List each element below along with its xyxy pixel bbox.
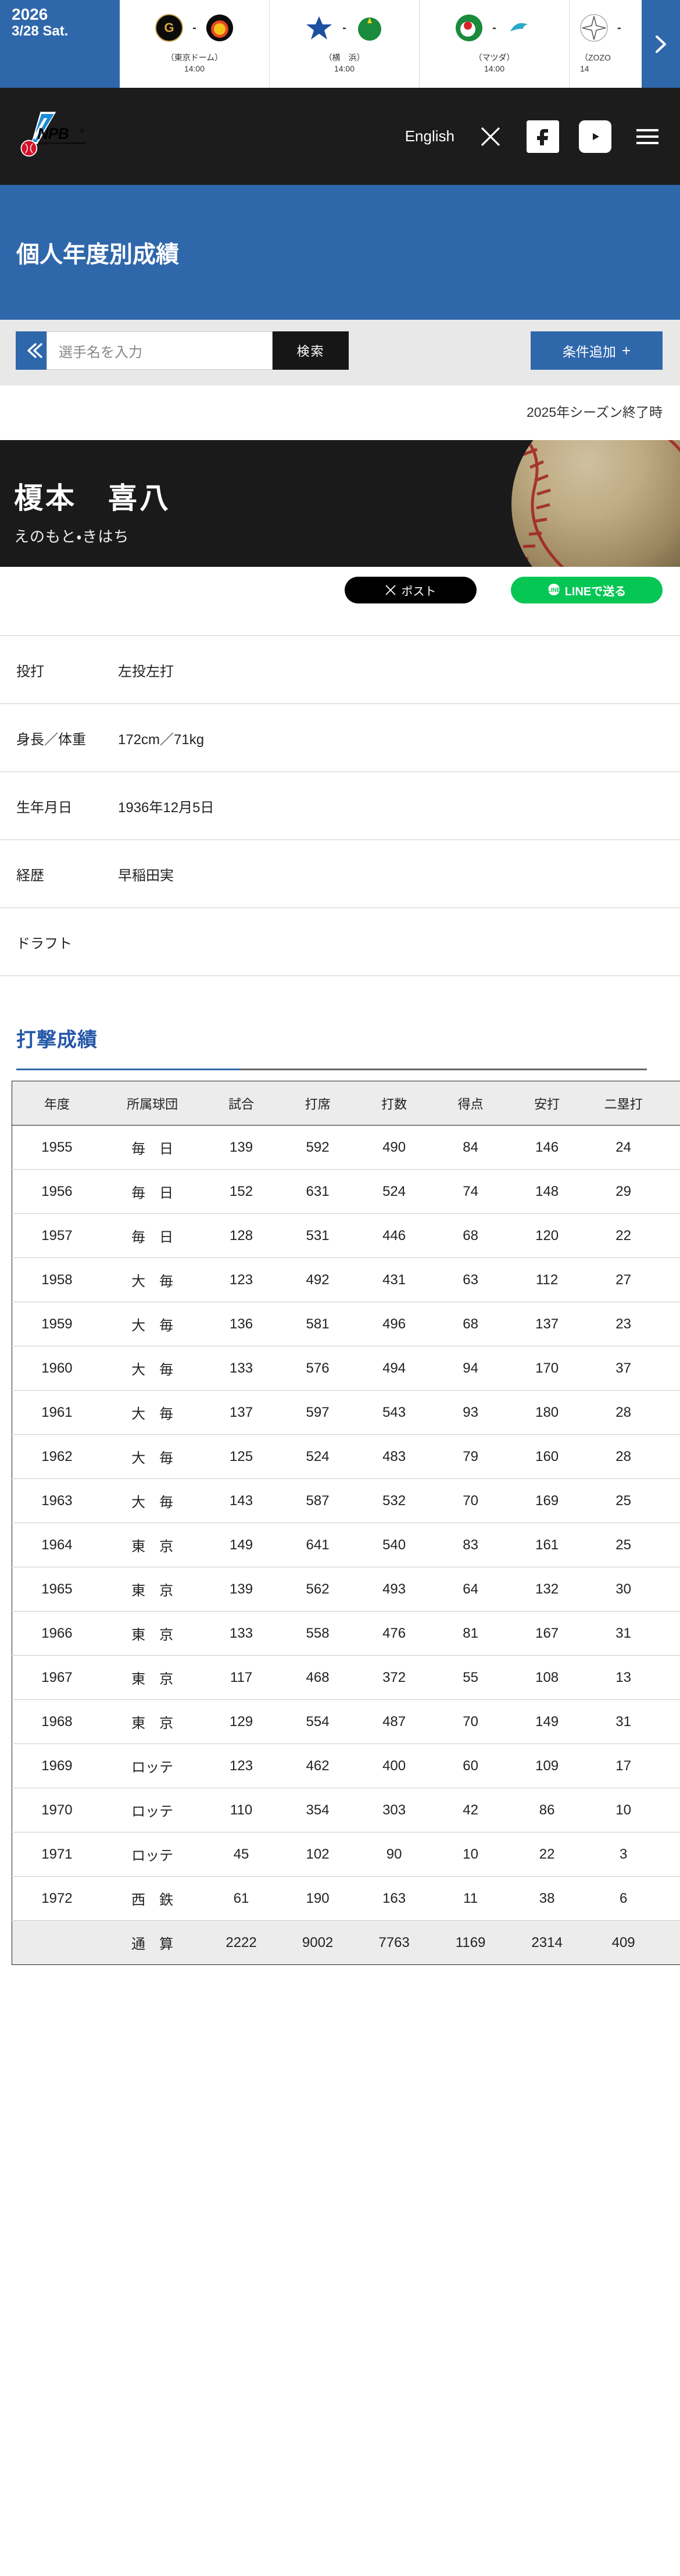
svg-text:Nippon Professional Baseball: Nippon Professional Baseball — [38, 142, 85, 145]
svg-text:®: ® — [80, 128, 85, 134]
svg-text:NPB: NPB — [37, 125, 69, 142]
svg-text:LINE: LINE — [547, 587, 560, 594]
